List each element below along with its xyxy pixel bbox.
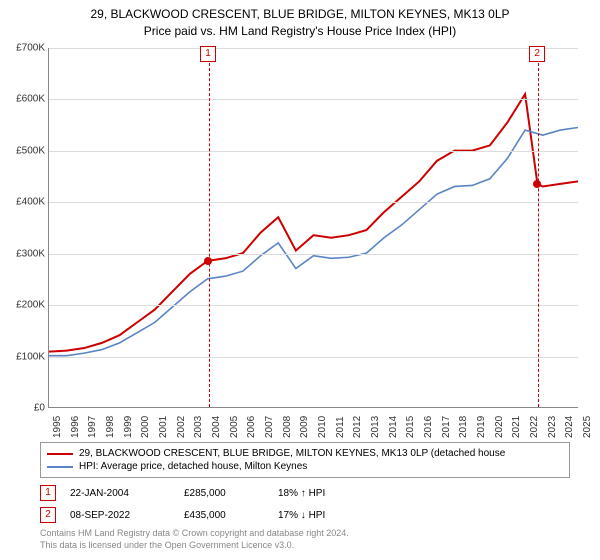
ytick-label: £700K xyxy=(5,43,45,54)
footer: Contains HM Land Registry data © Crown c… xyxy=(40,528,349,551)
ytick-label: £100K xyxy=(5,351,45,362)
title-line1: 29, BLACKWOOD CRESCENT, BLUE BRIDGE, MIL… xyxy=(0,6,600,23)
xtick-label: 2013 xyxy=(370,416,381,438)
legend-label: 29, BLACKWOOD CRESCENT, BLUE BRIDGE, MIL… xyxy=(79,448,505,459)
series-line xyxy=(49,94,578,351)
xtick-label: 2022 xyxy=(529,416,540,438)
legend-row: 29, BLACKWOOD CRESCENT, BLUE BRIDGE, MIL… xyxy=(47,447,563,460)
chart-plot-area xyxy=(48,48,578,408)
sale-vline xyxy=(209,48,210,407)
xtick-label: 2003 xyxy=(193,416,204,438)
legend: 29, BLACKWOOD CRESCENT, BLUE BRIDGE, MIL… xyxy=(40,442,570,478)
xtick-label: 2019 xyxy=(476,416,487,438)
gridline xyxy=(49,151,578,152)
sale-dot xyxy=(533,180,541,188)
xtick-label: 2008 xyxy=(282,416,293,438)
sale-hpi: 18% ↑ HPI xyxy=(278,488,368,499)
xtick-label: 2023 xyxy=(547,416,558,438)
xtick-label: 2015 xyxy=(405,416,416,438)
sale-vline xyxy=(538,48,539,407)
ytick-label: £300K xyxy=(5,248,45,259)
sale-price: £285,000 xyxy=(184,488,264,499)
xtick-label: 1998 xyxy=(105,416,116,438)
xtick-label: 1997 xyxy=(87,416,98,438)
gridline xyxy=(49,48,578,49)
ytick-label: £500K xyxy=(5,145,45,156)
title-line2: Price paid vs. HM Land Registry's House … xyxy=(0,23,600,40)
xtick-label: 2025 xyxy=(582,416,593,438)
legend-swatch xyxy=(47,453,73,455)
xtick-label: 2001 xyxy=(158,416,169,438)
sale-badge: 2 xyxy=(40,507,56,523)
sale-badge: 1 xyxy=(40,485,56,501)
xtick-label: 2018 xyxy=(458,416,469,438)
xtick-label: 2014 xyxy=(388,416,399,438)
xtick-label: 2002 xyxy=(176,416,187,438)
sale-price: £435,000 xyxy=(184,510,264,521)
gridline xyxy=(49,357,578,358)
xtick-label: 2006 xyxy=(246,416,257,438)
xtick-label: 2011 xyxy=(335,416,346,438)
sale-hpi: 17% ↓ HPI xyxy=(278,510,368,521)
xtick-label: 2012 xyxy=(352,416,363,438)
ytick-label: £400K xyxy=(5,197,45,208)
xtick-label: 1995 xyxy=(52,416,63,438)
xtick-label: 1999 xyxy=(123,416,134,438)
sales-table: 1 22-JAN-2004 £285,000 18% ↑ HPI 2 08-SEP-202… xyxy=(40,482,570,526)
xtick-label: 2021 xyxy=(511,416,522,438)
xtick-label: 1996 xyxy=(70,416,81,438)
xtick-label: 2020 xyxy=(494,416,505,438)
xtick-label: 2000 xyxy=(140,416,151,438)
sale-dot xyxy=(204,257,212,265)
gridline xyxy=(49,202,578,203)
xtick-label: 2017 xyxy=(441,416,452,438)
series-line xyxy=(49,127,578,355)
sale-row: 1 22-JAN-2004 £285,000 18% ↑ HPI xyxy=(40,482,570,504)
sale-date: 08-SEP-2022 xyxy=(70,510,170,521)
sale-date: 22-JAN-2004 xyxy=(70,488,170,499)
footer-line1: Contains HM Land Registry data © Crown c… xyxy=(40,528,349,540)
legend-row: HPI: Average price, detached house, Milt… xyxy=(47,460,563,473)
xtick-label: 2007 xyxy=(264,416,275,438)
gridline xyxy=(49,254,578,255)
sale-marker: 2 xyxy=(529,46,545,62)
sale-marker: 1 xyxy=(200,46,216,62)
xtick-label: 2004 xyxy=(211,416,222,438)
xtick-label: 2024 xyxy=(564,416,575,438)
chart-title: 29, BLACKWOOD CRESCENT, BLUE BRIDGE, MIL… xyxy=(0,0,600,40)
legend-swatch xyxy=(47,466,73,468)
xtick-label: 2009 xyxy=(299,416,310,438)
chart-svg xyxy=(49,48,578,407)
footer-line2: This data is licensed under the Open Gov… xyxy=(40,540,349,552)
ytick-label: £200K xyxy=(5,300,45,311)
legend-label: HPI: Average price, detached house, Milt… xyxy=(79,461,307,472)
xtick-label: 2016 xyxy=(423,416,434,438)
ytick-label: £600K xyxy=(5,94,45,105)
sale-row: 2 08-SEP-2022 £435,000 17% ↓ HPI xyxy=(40,504,570,526)
gridline xyxy=(49,305,578,306)
xtick-label: 2005 xyxy=(229,416,240,438)
ytick-label: £0 xyxy=(5,403,45,414)
xtick-label: 2010 xyxy=(317,416,328,438)
gridline xyxy=(49,99,578,100)
